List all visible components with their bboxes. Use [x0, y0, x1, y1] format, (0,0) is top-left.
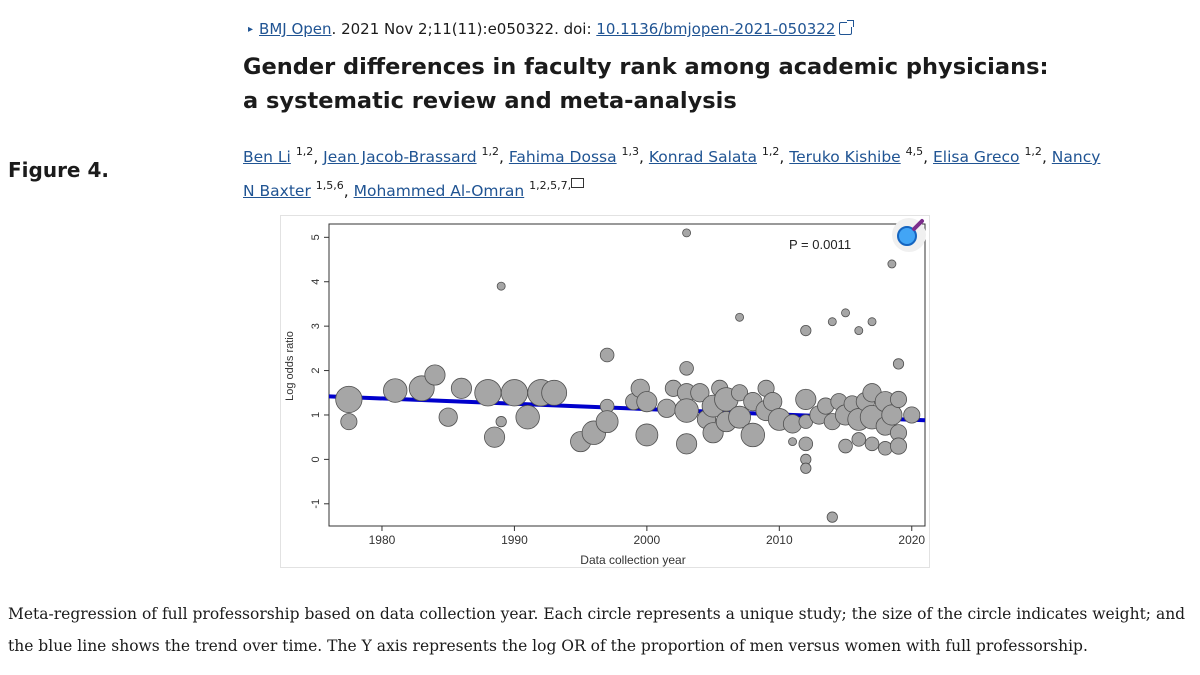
y-tick-label: -1: [310, 499, 322, 509]
study-point: [881, 404, 903, 426]
author-link[interactable]: Konrad Salata: [648, 148, 757, 166]
y-axis: -1 0 1 2 3 4 5: [310, 234, 329, 509]
author-link[interactable]: Elisa Greco: [933, 148, 1020, 166]
study-point: [740, 422, 766, 448]
x-tick-label: 1980: [369, 533, 396, 547]
study-point: [889, 437, 908, 455]
study-point: [438, 407, 458, 427]
article-title: Gender differences in faculty rank among…: [243, 54, 1049, 114]
affiliation-sup[interactable]: 1,2: [1024, 145, 1042, 158]
study-point: [636, 391, 658, 413]
y-tick-label: 2: [310, 367, 322, 373]
study-point: [841, 308, 850, 318]
affiliation-sup[interactable]: 1,2,5,7,: [529, 179, 572, 192]
study-point: [674, 398, 699, 423]
author-link[interactable]: Teruko Kishibe: [789, 148, 901, 166]
study-point: [657, 398, 677, 418]
study-point: [887, 259, 897, 269]
plot-frame: [328, 223, 926, 527]
study-point: [541, 379, 568, 406]
study-point: [800, 462, 812, 474]
study-point: [515, 405, 540, 430]
affiliation-sup[interactable]: 1,3: [621, 145, 640, 158]
study-point: [340, 413, 358, 431]
x-tick-label: 2010: [766, 533, 793, 547]
magnifier-icon: [897, 219, 924, 246]
y-tick-label: 3: [310, 323, 322, 329]
p-value-annotation: P = 0.0011: [789, 237, 851, 252]
affiliation-sup[interactable]: 1,2: [761, 145, 780, 158]
study-point: [851, 432, 867, 447]
data-points: [335, 228, 921, 523]
study-point: [795, 388, 817, 410]
study-point: [679, 361, 694, 376]
citation: ▸ BMJ Open. 2021 Nov 2;11(11):e050322. do…: [248, 20, 855, 38]
study-point: [496, 281, 506, 291]
study-point: [889, 390, 908, 408]
study-point: [335, 385, 363, 414]
x-axis: 1980 1990 2000 2010 2020: [369, 526, 925, 547]
external-link-icon[interactable]: [839, 20, 855, 35]
author-link[interactable]: Fahima Dossa: [508, 148, 617, 166]
envelope-icon[interactable]: [571, 178, 585, 188]
figure-label: Figure 4.: [8, 158, 109, 182]
affiliation-sup[interactable]: 4,5: [905, 145, 924, 158]
y-tick-label: 0: [310, 456, 322, 462]
y-tick-label: 5: [310, 234, 322, 240]
study-point: [788, 437, 797, 447]
expand-triangle-icon[interactable]: ▸: [248, 24, 254, 35]
study-point: [903, 406, 921, 424]
study-point: [892, 358, 905, 370]
citation-details: . 2021 Nov 2;11(11):e050322. doi:: [331, 20, 597, 38]
study-point: [838, 438, 853, 454]
study-point: [854, 326, 864, 336]
y-tick-label: 4: [310, 279, 322, 285]
study-point: [827, 317, 837, 327]
figure-image[interactable]: 1980 1990 2000 2010 2020 -1 0 1 2 3 4 5 P = 0.0011…: [280, 215, 930, 568]
x-tick-label: 2000: [634, 533, 661, 547]
study-point: [682, 228, 692, 238]
study-point: [731, 384, 749, 402]
doi-link[interactable]: 10.1136/bmjopen-2021-050322: [596, 20, 836, 38]
study-point: [867, 317, 877, 327]
affiliation-sup[interactable]: 1,2: [481, 145, 500, 158]
y-axis-label: Log odds ratio: [284, 331, 296, 401]
affiliation-sup[interactable]: 1,5,6: [315, 179, 344, 192]
author-link[interactable]: Mohammed Al-Omran: [353, 182, 525, 200]
study-point: [864, 436, 880, 452]
study-point: [800, 324, 812, 337]
x-tick-label: 2020: [898, 533, 925, 547]
x-tick-label: 1990: [501, 533, 528, 547]
author-list: Ben Li 1,2, Jean Jacob-Brassard 1,2, Fah…: [243, 145, 1101, 200]
study-point: [728, 405, 751, 429]
study-point: [635, 423, 659, 447]
journal-link[interactable]: BMJ Open: [259, 20, 332, 38]
magnify-button[interactable]: [892, 218, 926, 252]
study-point: [826, 511, 838, 523]
study-point: [878, 441, 893, 456]
study-point: [676, 433, 698, 455]
study-point: [735, 312, 745, 322]
x-axis-label: Data collection year: [580, 553, 685, 567]
author-link[interactable]: Nancy N Baxter: [243, 148, 1101, 200]
study-point: [484, 426, 506, 448]
author-link[interactable]: Ben Li: [243, 148, 291, 166]
figure-caption: Meta-regression of full professorship ba…: [8, 605, 1186, 655]
study-point: [450, 377, 472, 399]
study-point: [798, 436, 814, 452]
study-point: [474, 379, 502, 407]
study-point: [500, 379, 529, 407]
affiliation-sup[interactable]: 1,2: [295, 145, 314, 158]
y-tick-label: 1: [310, 412, 322, 418]
study-point: [595, 410, 619, 434]
study-point: [495, 416, 507, 428]
study-point: [383, 378, 408, 403]
author-link[interactable]: Jean Jacob-Brassard: [323, 148, 477, 166]
study-point: [599, 347, 615, 363]
meta-regression-chart: 1980 1990 2000 2010 2020 -1 0 1 2 3 4 5 P = 0.0011…: [284, 223, 926, 567]
study-point: [690, 383, 710, 403]
study-point: [424, 364, 446, 386]
